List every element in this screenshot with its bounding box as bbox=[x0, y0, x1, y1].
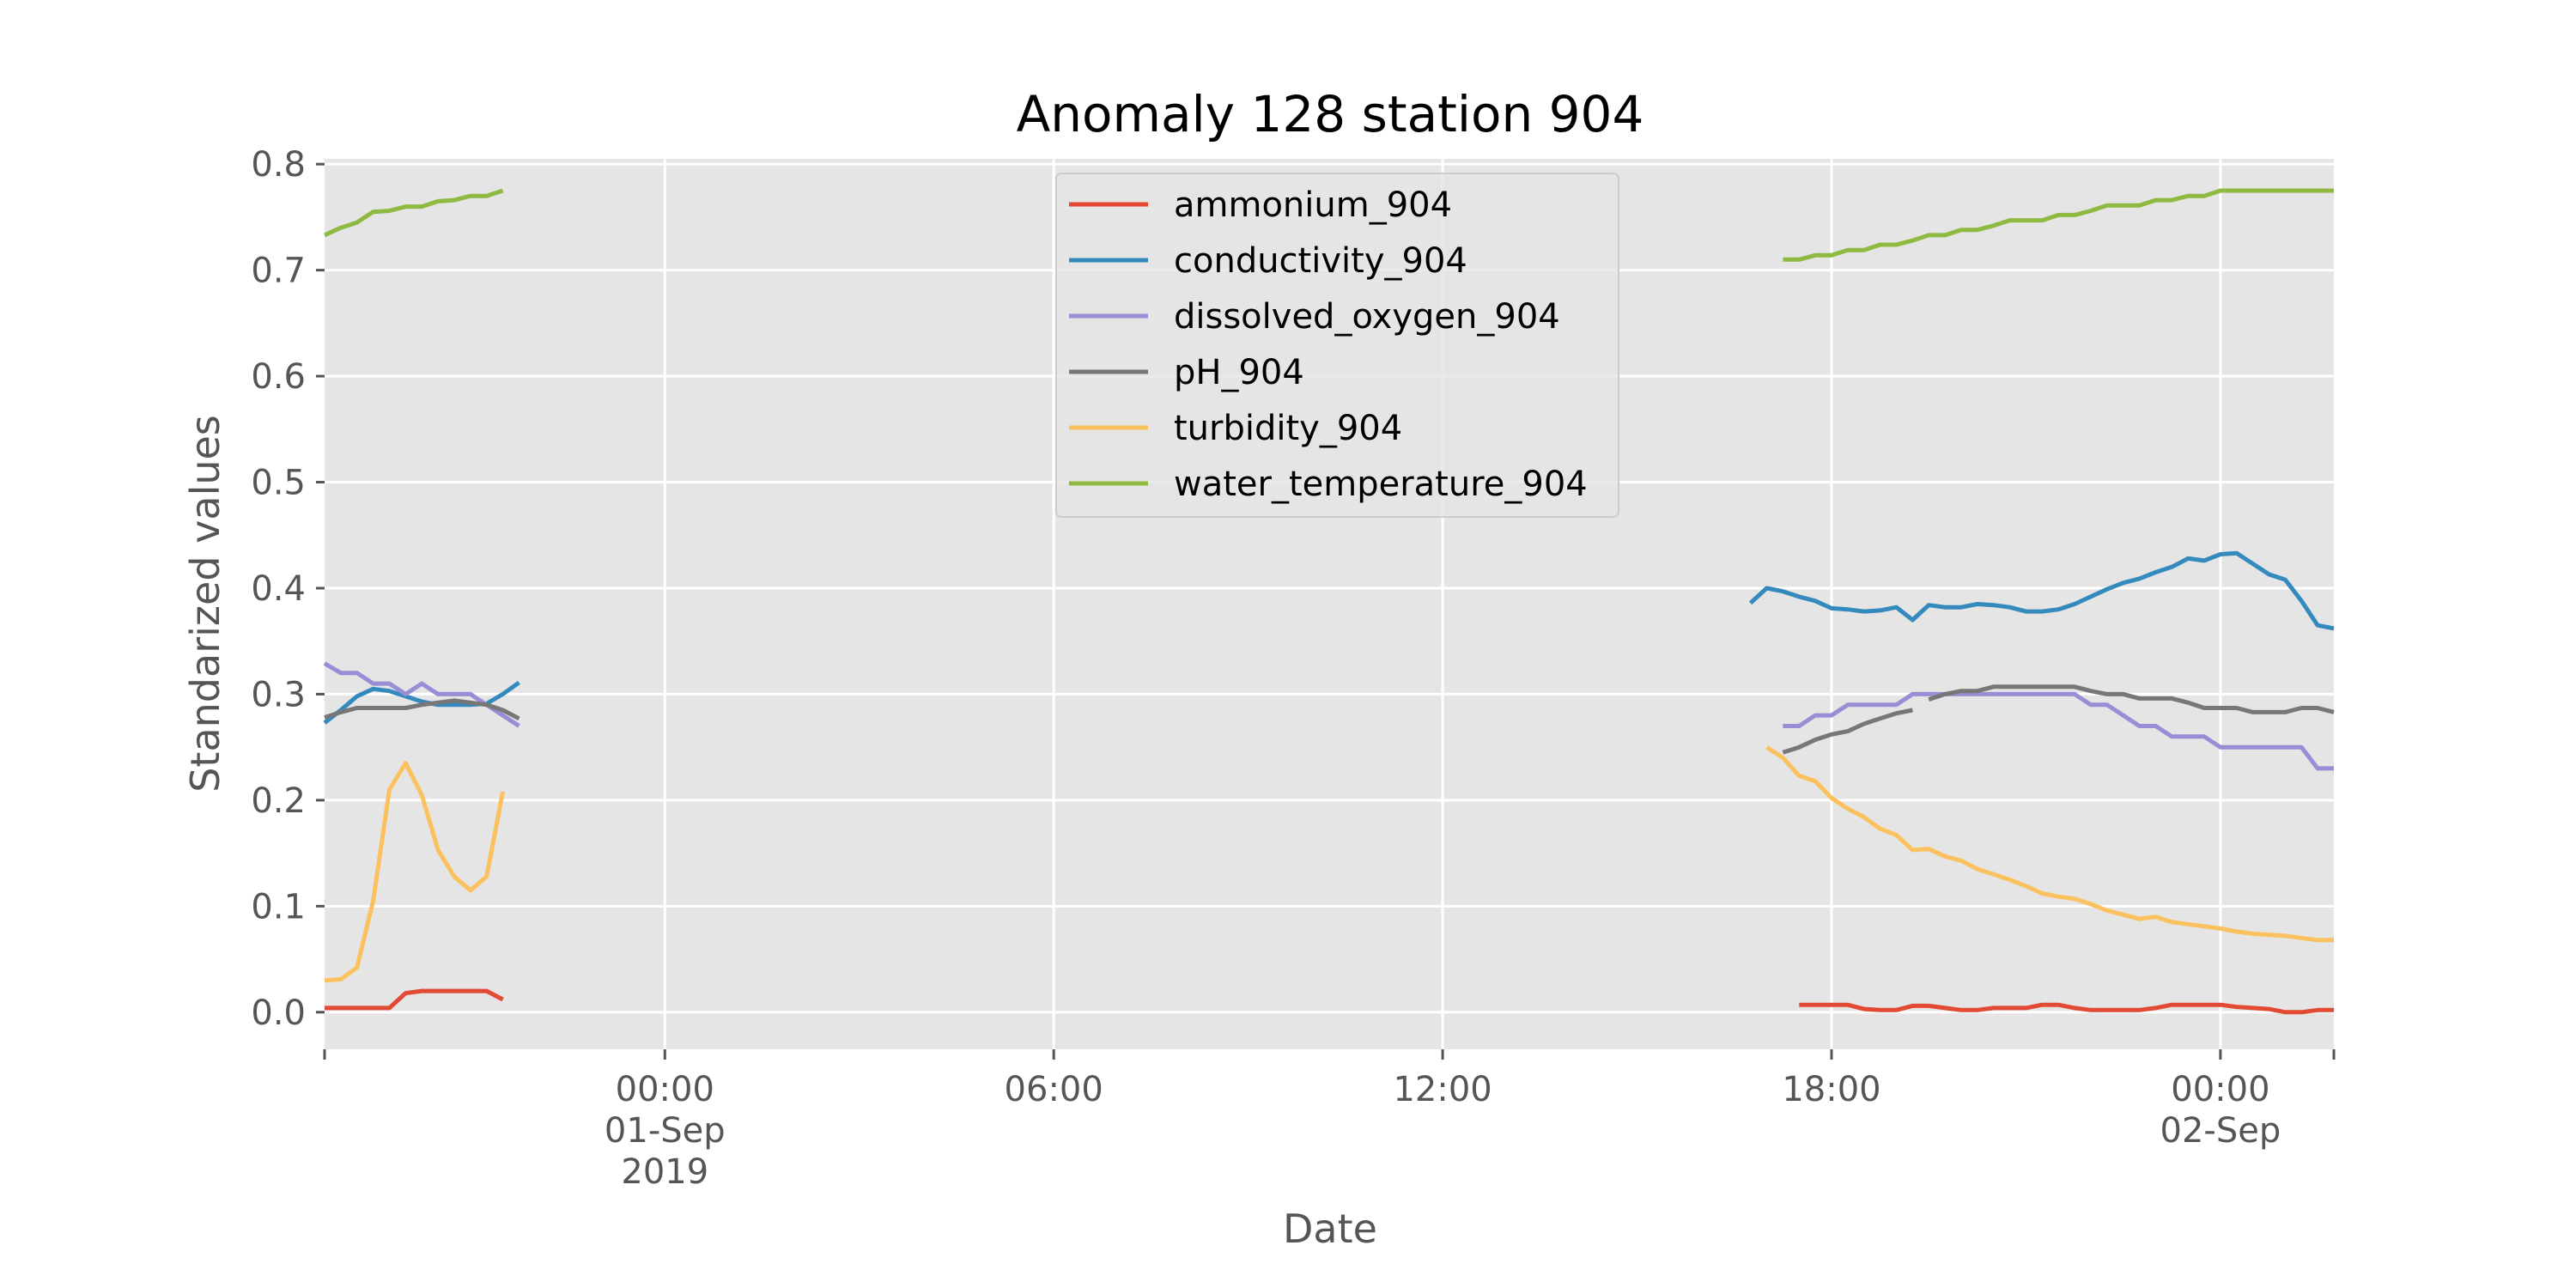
y-tick-label: 0.7 bbox=[251, 252, 306, 291]
series-line-ph-904 bbox=[1782, 708, 1913, 755]
y-tick-label: 0.8 bbox=[251, 145, 306, 185]
legend-label-ph-904: pH_904 bbox=[1174, 353, 1304, 392]
y-axis-ticks: 0.0 0.1 0.2 0.3 0.4 0.5 0.6 0.7 0.8 bbox=[251, 145, 325, 1033]
x-axis-ticks: 00:00 01-Sep 2019 06:00 12:00 18:00 00:00 02-Se… bbox=[323, 1049, 2336, 1192]
series-line-water-temperature-904 bbox=[323, 188, 504, 238]
chart-title: Anomaly 128 station 904 bbox=[1017, 85, 1644, 143]
y-tick-label: 0.2 bbox=[251, 781, 306, 821]
series-line-ph-904 bbox=[1928, 684, 2335, 714]
x-tick-label: 00:00 01-Sep 2019 bbox=[605, 1070, 726, 1192]
legend-label-ammonium-904: ammonium_904 bbox=[1174, 185, 1452, 225]
legend: ammonium_904 conductivity_904 dissolved_ox… bbox=[1055, 173, 1619, 518]
y-tick-label: 0.6 bbox=[251, 357, 306, 397]
legend-label-water-temperature-904: water_temperature_904 bbox=[1174, 465, 1588, 504]
y-tick-label: 0.3 bbox=[251, 675, 306, 714]
series-line-conductivity-904 bbox=[1748, 550, 2335, 631]
gridlines bbox=[325, 159, 2334, 1049]
x-tick-label: 12:00 bbox=[1393, 1070, 1492, 1109]
series-line-turbidity-904 bbox=[1765, 745, 2334, 943]
y-tick-label: 0.1 bbox=[251, 887, 306, 927]
series-lines bbox=[323, 188, 2335, 1015]
series-line-water-temperature-904 bbox=[1783, 188, 2334, 262]
x-tick-label: 06:00 bbox=[1005, 1070, 1103, 1109]
y-tick-label: 0.0 bbox=[251, 993, 306, 1033]
series-line-turbidity-904 bbox=[324, 761, 506, 983]
series-line-ammonium-904 bbox=[325, 988, 504, 1011]
series-line-dissolved-oxygen-904 bbox=[1783, 691, 2334, 771]
legend-label-turbidity-904: turbidity_904 bbox=[1174, 409, 1402, 448]
series-line-ammonium-904 bbox=[1799, 1002, 2334, 1015]
y-tick-label: 0.5 bbox=[251, 464, 306, 503]
y-tick-label: 0.4 bbox=[251, 569, 306, 609]
series-line-ph-904 bbox=[324, 698, 520, 721]
legend-label-dissolved-oxygen-904: dissolved_oxygen_904 bbox=[1174, 297, 1560, 337]
y-axis-label: Standarized values bbox=[182, 415, 228, 793]
legend-frame bbox=[1055, 173, 1619, 518]
x-tick-label: 00:00 02-Sep bbox=[2160, 1070, 2281, 1151]
x-tick-label: 18:00 bbox=[1782, 1070, 1880, 1109]
legend-label-conductivity-904: conductivity_904 bbox=[1174, 241, 1467, 281]
x-axis-label: Date bbox=[1283, 1206, 1377, 1252]
